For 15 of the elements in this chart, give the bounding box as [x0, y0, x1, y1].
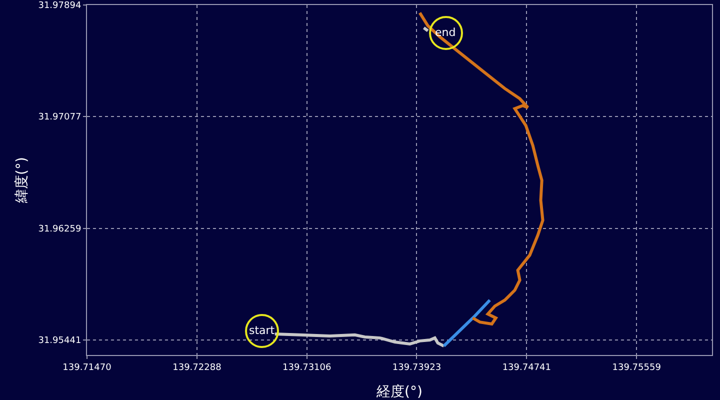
- annotation: end: [435, 26, 456, 39]
- x-tick-label: 139.72288: [172, 362, 222, 373]
- line-series: [418, 11, 544, 326]
- x-tick-label: 139.73106: [282, 362, 332, 373]
- y-tick-label: 31.96259: [38, 224, 82, 234]
- x-tick-label: 139.74741: [502, 362, 551, 373]
- y-tick-label: 31.97894: [38, 1, 82, 12]
- x-tick-label: 139.75559: [612, 362, 662, 373]
- x-tick-label: 139.73923: [392, 362, 442, 373]
- y-tick-label: 31.95441: [38, 336, 82, 346]
- y-axis-title: 緯度(°): [14, 157, 30, 204]
- annotation: start: [249, 324, 276, 337]
- x-axis-title: 経度(°): [376, 384, 422, 400]
- x-tick-label: 139.71470: [62, 362, 112, 373]
- y-tick-label: 31.97077: [38, 112, 82, 123]
